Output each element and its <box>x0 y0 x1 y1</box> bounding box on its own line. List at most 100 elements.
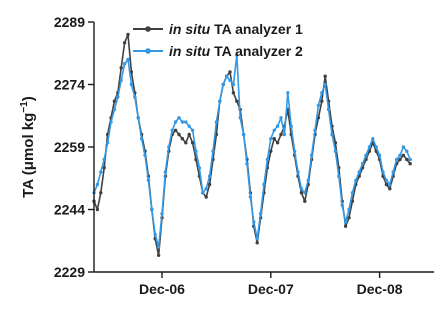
series-2-point <box>248 195 253 199</box>
series-2-point <box>228 78 232 83</box>
series-2-point <box>143 153 147 157</box>
series-2-point <box>405 149 409 153</box>
series-2-point <box>343 220 348 224</box>
series-2-point <box>299 187 304 191</box>
series-2-point <box>337 174 341 178</box>
series-1-point <box>279 132 283 137</box>
series-2-point <box>272 128 276 132</box>
series-2-point <box>360 162 365 166</box>
series-1 <box>92 32 412 257</box>
x-tick-label: Dec-07 <box>248 281 294 297</box>
series-2-point <box>190 128 195 132</box>
series-1-point <box>207 182 212 187</box>
series-2-point <box>381 170 385 174</box>
series-2-point <box>374 145 378 149</box>
series-2-point <box>303 191 307 195</box>
series-2-point <box>313 128 317 132</box>
x-tick-label: Dec-06 <box>139 281 185 297</box>
series-1-point <box>126 32 130 37</box>
series-2-point <box>388 182 392 187</box>
y-tick-label: 2259 <box>54 139 85 155</box>
series-1-point <box>112 99 117 103</box>
series-2-point <box>391 170 395 174</box>
legend-item-2: in situ TA analyzer 2 <box>133 43 303 59</box>
series-2-point <box>146 178 151 182</box>
legend-marker <box>145 48 151 54</box>
series-2-point <box>340 203 344 207</box>
series-2-point <box>398 153 402 157</box>
legend-label: in situ TA analyzer 1 <box>169 21 303 37</box>
series-2-point <box>262 182 266 187</box>
series-2-point <box>245 162 249 166</box>
series-1-point <box>95 207 100 212</box>
series-2-point <box>357 170 361 174</box>
series-2-point <box>309 153 314 157</box>
series-2-point <box>105 141 110 145</box>
series-2-point <box>129 82 134 87</box>
series-2-point <box>384 178 389 182</box>
series-2-point <box>197 166 202 170</box>
series-2-point <box>207 174 212 178</box>
series-2-point <box>269 137 273 141</box>
series-2-point <box>112 107 117 112</box>
series-2-point <box>350 191 355 195</box>
series-2-point <box>224 74 229 78</box>
series-2-point <box>241 132 246 137</box>
series-1-point <box>180 137 185 141</box>
series-1-point <box>347 216 351 220</box>
series-1-point <box>303 199 307 203</box>
series-2-point <box>265 157 270 162</box>
series-2-point <box>201 191 205 195</box>
series-2-point <box>221 82 225 87</box>
y-tick-label: 2244 <box>54 202 85 218</box>
series-2-point <box>211 149 215 153</box>
series-1-point <box>299 191 304 195</box>
series-1-point <box>323 74 327 78</box>
series-layer <box>92 32 412 257</box>
y-tick-label: 2274 <box>54 77 85 93</box>
series-1-point <box>228 70 232 74</box>
series-2-point <box>136 116 140 120</box>
series-2-point <box>408 157 412 162</box>
series-2-point <box>286 91 290 95</box>
series-2-point <box>204 187 208 191</box>
series-2-point <box>394 157 399 162</box>
series-2-point <box>323 82 327 87</box>
series-2-point <box>364 153 368 157</box>
legend-item-1: in situ TA analyzer 1 <box>133 21 303 37</box>
series-2-point <box>252 220 256 224</box>
series-2-point <box>99 170 103 174</box>
series-1-point <box>343 224 348 228</box>
series-2-point <box>377 153 382 157</box>
series-1-point <box>275 141 280 145</box>
series-1-point <box>408 162 412 166</box>
series-2-line <box>93 54 411 248</box>
series-1-point <box>320 99 324 103</box>
series-2-point <box>173 120 178 124</box>
series-2-point <box>238 116 242 120</box>
legend-marker <box>145 26 151 32</box>
series-2-point <box>235 53 239 57</box>
series-2-point <box>255 237 259 241</box>
series-1-point <box>204 195 208 199</box>
series-1-point <box>187 132 191 137</box>
series-2-point <box>184 120 188 124</box>
series-2-point <box>354 178 358 182</box>
axis-layer: 2229 2244 2259 2274 2289 Dec-06 Dec-07 Dec-08 TA… <box>19 14 434 297</box>
series-2-point <box>289 124 293 128</box>
series-2-point <box>163 170 168 174</box>
series-2-point <box>133 95 137 99</box>
series-2-point <box>150 207 154 212</box>
series-2-point <box>126 57 130 62</box>
series-1-line <box>93 33 411 257</box>
series-2-point <box>187 124 191 128</box>
series-2-point <box>116 95 120 99</box>
series-2-point <box>95 182 100 187</box>
legend: in situ TA analyzer 1 in situ TA analyzer… <box>133 21 303 59</box>
series-2-point <box>218 99 222 103</box>
series-2-point <box>333 149 338 153</box>
series-1-point <box>384 182 389 187</box>
series-2-point <box>122 62 127 66</box>
series-2-point <box>139 137 144 141</box>
